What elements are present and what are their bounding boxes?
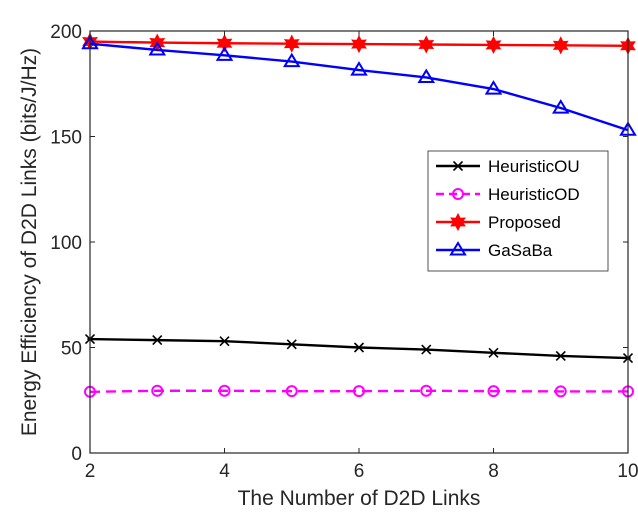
- marker-shape: [449, 241, 467, 256]
- y-tick-label: 100: [50, 233, 82, 254]
- data-point: [152, 335, 163, 346]
- legend-entry-heuristicod: HeuristicOD: [436, 185, 580, 204]
- marker-shape: [283, 34, 300, 53]
- marker-shape: [351, 34, 367, 54]
- marker-shape: [552, 36, 569, 55]
- x-tick-label: 8: [488, 461, 499, 482]
- marker-shape: [450, 212, 466, 232]
- marker-shape: [353, 385, 365, 398]
- data-point: [285, 385, 298, 398]
- marker-shape: [285, 385, 298, 398]
- marker-shape: [487, 385, 500, 398]
- marker-shape: [350, 61, 368, 76]
- marker-shape: [282, 52, 301, 68]
- legend-label: HeuristicOD: [488, 185, 580, 204]
- marker-shape: [452, 188, 464, 200]
- data-point: [552, 36, 569, 55]
- data-point: [286, 339, 297, 350]
- marker-shape: [218, 384, 231, 397]
- marker-shape: [216, 34, 233, 53]
- series-line: [89, 42, 629, 132]
- y-axis-label: Energy Efficiency of D2D Links (bits/J/H…: [18, 48, 41, 436]
- data-point: [554, 385, 567, 398]
- x-tick-label: 10: [617, 461, 638, 482]
- x-tick-label: 6: [354, 461, 365, 482]
- data-point: [420, 384, 433, 397]
- x-tick-label: 4: [219, 461, 230, 482]
- marker-shape: [151, 384, 164, 397]
- data-point: [148, 41, 167, 56]
- data-point: [418, 35, 435, 54]
- legend-swatch: [436, 188, 480, 200]
- legend-swatch: [436, 241, 480, 256]
- data-point: [353, 342, 365, 353]
- data-point: [551, 99, 570, 114]
- marker-shape: [485, 35, 502, 55]
- y-tick-label: 150: [50, 128, 82, 149]
- data-point: [417, 68, 436, 83]
- legend-label: HeuristicOU: [488, 157, 580, 176]
- data-point: [555, 350, 566, 362]
- data-point: [488, 347, 499, 358]
- marker-shape: [215, 46, 234, 61]
- marker-shape: [420, 384, 433, 397]
- data-point: [283, 34, 300, 53]
- legend-entry-heuristicou: HeuristicOU: [436, 157, 580, 176]
- data-point: [151, 384, 164, 397]
- series-heuristicou: [84, 333, 634, 364]
- marker-shape: [484, 80, 503, 95]
- data-point: [218, 384, 231, 397]
- data-point: [452, 160, 464, 172]
- marker-shape: [554, 385, 567, 398]
- series-line: [89, 389, 628, 394]
- data-point: [353, 385, 365, 398]
- y-tick-label: 0: [71, 444, 82, 465]
- data-point: [452, 188, 464, 200]
- data-point: [216, 34, 233, 53]
- legend-swatch: [436, 212, 480, 232]
- data-point: [219, 336, 230, 347]
- marker-shape: [551, 99, 570, 114]
- marker-shape: [418, 35, 435, 54]
- data-point: [487, 385, 500, 398]
- x-axis-label: The Number of D2D Links: [238, 487, 481, 510]
- y-tick-label: 50: [61, 339, 82, 360]
- marker-shape: [417, 68, 436, 83]
- data-point: [421, 344, 432, 355]
- marker-shape: [148, 41, 167, 56]
- data-point: [282, 52, 301, 68]
- x-tick-label: 2: [85, 461, 96, 482]
- legend-swatch: [436, 160, 480, 172]
- y-tick-label: 200: [50, 22, 82, 43]
- legend-label: Proposed: [488, 213, 561, 232]
- legend: HeuristicOU HeuristicOD Proposed GaSaBa: [427, 150, 609, 272]
- legend-label: GaSaBa: [488, 241, 553, 260]
- data-point: [450, 212, 466, 232]
- data-point: [215, 46, 234, 61]
- legend-entry-gasaba: GaSaBa: [436, 241, 553, 260]
- data-point: [449, 241, 467, 256]
- data-point: [350, 61, 368, 76]
- data-point: [485, 35, 502, 55]
- legend-entry-proposed: Proposed: [436, 212, 561, 232]
- data-point: [351, 34, 367, 54]
- series-gasaba: [81, 34, 637, 136]
- data-point: [484, 80, 503, 95]
